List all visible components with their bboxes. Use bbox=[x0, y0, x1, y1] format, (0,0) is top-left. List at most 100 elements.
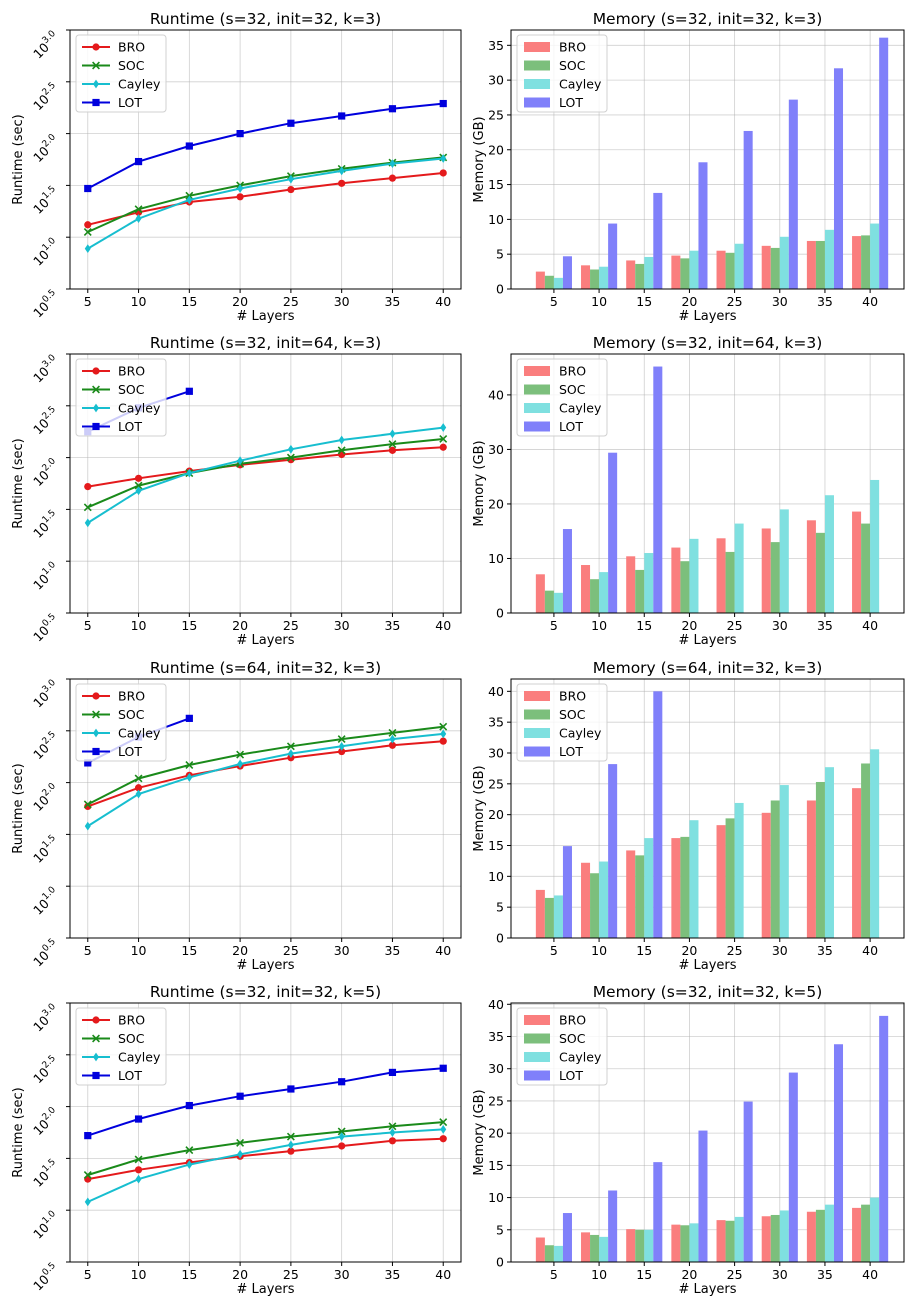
bar-cayley bbox=[734, 1216, 744, 1262]
legend: BRO SOC Cayley LOT bbox=[75, 358, 167, 437]
bar-soc bbox=[725, 252, 735, 289]
y-tick-label: 10 bbox=[488, 212, 504, 227]
x-axis-label: # Layers bbox=[236, 309, 294, 324]
bar-lot bbox=[653, 1162, 663, 1262]
cayley-marker-4 bbox=[287, 749, 294, 758]
cayley-marker-5 bbox=[338, 1132, 345, 1142]
bar-cayley bbox=[779, 509, 789, 613]
cayley-marker-7 bbox=[440, 729, 447, 739]
y-tick-label: 100.5 bbox=[29, 612, 62, 645]
legend-swatch-lot bbox=[524, 746, 550, 757]
bar-soc bbox=[680, 1225, 690, 1262]
y-tick-label: 20 bbox=[488, 1126, 504, 1141]
cayley-marker-2 bbox=[186, 195, 193, 205]
bar-bro bbox=[806, 240, 816, 289]
bro-marker-0 bbox=[84, 483, 92, 491]
legend-label: BRO bbox=[559, 689, 586, 704]
soc-marker-legend bbox=[92, 710, 100, 719]
bar-soc bbox=[725, 818, 735, 938]
bro-marker-legend bbox=[92, 367, 100, 375]
lot-marker-3 bbox=[236, 1092, 244, 1100]
bar-soc bbox=[635, 1229, 645, 1262]
lot-marker-legend bbox=[92, 1071, 100, 1080]
x-tick-label: 5 bbox=[84, 1267, 92, 1282]
x-tick-label: 10 bbox=[591, 943, 607, 958]
x-tick-label: 20 bbox=[232, 618, 248, 633]
x-tick-label: 15 bbox=[636, 618, 652, 633]
y-tick-label: 30 bbox=[488, 1061, 504, 1076]
chart-title: Runtime (s=32, init=32, k=5) bbox=[150, 983, 381, 1001]
axes-frame bbox=[510, 29, 905, 290]
chart-title: Memory (s=64, init=32, k=3) bbox=[593, 659, 823, 677]
x-tick-label: 5 bbox=[550, 943, 558, 958]
cayley-marker-3 bbox=[237, 1149, 244, 1159]
soc-marker-0 bbox=[83, 800, 92, 809]
bar-soc bbox=[815, 532, 825, 613]
x-tick-label: 20 bbox=[232, 1267, 248, 1282]
bar-bro bbox=[852, 236, 862, 289]
bar-bro bbox=[581, 1232, 591, 1262]
soc-marker-4 bbox=[286, 453, 295, 462]
soc-marker-1 bbox=[134, 1155, 143, 1164]
series-line-bro bbox=[87, 172, 444, 226]
x-tick-label: 25 bbox=[727, 1267, 743, 1282]
bar-cayley bbox=[644, 1229, 654, 1262]
bar-bro bbox=[535, 574, 545, 613]
x-axis-label: # Layers bbox=[236, 958, 294, 973]
y-axis-label: Runtime (sec) bbox=[11, 1087, 26, 1178]
axes-frame bbox=[510, 353, 905, 614]
bar-bro bbox=[581, 862, 591, 938]
bar-cayley bbox=[599, 572, 609, 613]
y-tick-label: 15 bbox=[488, 838, 504, 853]
bar-soc bbox=[680, 258, 690, 289]
y-tick-label: 35 bbox=[488, 715, 504, 730]
axes-frame bbox=[69, 678, 462, 939]
lot-marker-7 bbox=[439, 99, 447, 108]
lot-marker-2 bbox=[185, 387, 193, 395]
x-tick-label: 10 bbox=[591, 1267, 607, 1282]
series-line-soc bbox=[87, 1121, 444, 1176]
bar-bro bbox=[716, 538, 726, 613]
lot-marker-0 bbox=[84, 1132, 92, 1140]
bar-bro bbox=[626, 1229, 636, 1262]
bar-cayley bbox=[553, 592, 563, 613]
bar-lot bbox=[562, 529, 572, 613]
y-tick-label: 30 bbox=[488, 746, 504, 761]
legend-label: SOC bbox=[559, 382, 586, 397]
bar-soc bbox=[590, 873, 600, 938]
x-tick-label: 5 bbox=[84, 294, 92, 309]
bar-bro bbox=[806, 800, 816, 938]
lot-marker-6 bbox=[388, 105, 397, 113]
x-tick-label: 40 bbox=[435, 943, 451, 958]
bro-marker-legend bbox=[92, 1016, 100, 1024]
y-tick-label: 35 bbox=[488, 1029, 504, 1044]
bar-lot bbox=[608, 1190, 618, 1262]
legend: BRO SOC Cayley LOT bbox=[75, 683, 167, 762]
cayley-marker-4 bbox=[287, 444, 294, 454]
y-tick-label: 15 bbox=[488, 1158, 504, 1173]
soc-marker-7 bbox=[439, 434, 448, 443]
x-tick-label: 10 bbox=[591, 294, 607, 309]
x-tick-label: 40 bbox=[435, 1267, 451, 1282]
bar-bro bbox=[535, 271, 545, 289]
bar-cayley bbox=[734, 802, 744, 938]
series-line-bro bbox=[87, 1137, 444, 1181]
x-tick-label: 20 bbox=[681, 943, 697, 958]
bar-bro bbox=[852, 1207, 862, 1262]
x-tick-label: 25 bbox=[283, 618, 299, 633]
bro-marker-3 bbox=[236, 193, 244, 201]
legend: BRO SOC Cayley LOT bbox=[516, 34, 608, 113]
bar-bro bbox=[671, 547, 681, 613]
lot-marker-0 bbox=[84, 759, 92, 767]
legend-label: Cayley bbox=[118, 726, 161, 741]
bar-cayley bbox=[553, 895, 563, 938]
bar-soc bbox=[725, 551, 735, 613]
bar-cayley bbox=[689, 538, 699, 613]
legend-box bbox=[75, 358, 167, 437]
x-tick-label: 20 bbox=[681, 294, 697, 309]
memory-chart-1: 5 10 15 20 25 30 35 40 0 5 10 15 20 25 30 35 Memory (s=3… bbox=[472, 10, 905, 324]
legend-label: BRO bbox=[118, 1013, 145, 1028]
y-axis-label: Memory (GB) bbox=[472, 116, 487, 202]
legend-swatch-cayley bbox=[524, 728, 550, 738]
